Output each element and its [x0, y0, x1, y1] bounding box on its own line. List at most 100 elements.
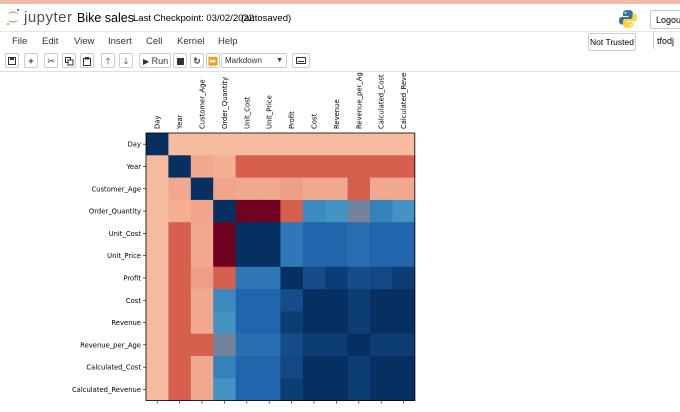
- trust-status-button[interactable]: Not Trusted: [588, 33, 636, 51]
- x-tick-label: Order_Quantity: [221, 77, 229, 129]
- heatmap-cell: [280, 289, 304, 312]
- cut-button[interactable]: ✂: [44, 53, 58, 68]
- heatmap-cell: [392, 333, 416, 357]
- heatmap-cell: [302, 155, 326, 178]
- cell-type-value: Markdown: [225, 56, 262, 65]
- move-up-button[interactable]: 🡑: [101, 53, 115, 68]
- notebook-toolbar: + ✂ 🡑 🡓 ▶ Run ↻ ⏩ Markdown ▼: [0, 51, 680, 72]
- heatmap-cell: [302, 333, 326, 357]
- heatmap-cell: [168, 199, 192, 223]
- arrow-up-icon: 🡑: [105, 56, 111, 66]
- heatmap-cell: [190, 244, 214, 268]
- heatmap-cell: [370, 222, 393, 245]
- y-tick-label: Revenue: [111, 319, 141, 327]
- x-tick-label: Revenue: [333, 99, 341, 129]
- menu-insert[interactable]: Insert: [108, 36, 132, 47]
- move-down-button[interactable]: 🡓: [119, 53, 133, 68]
- heatmap-cell: [146, 155, 169, 178]
- heatmap-cell: [190, 378, 214, 401]
- heatmap-cell: [168, 244, 192, 268]
- heatmap-cell: [302, 244, 326, 268]
- heatmap-cell: [168, 155, 192, 178]
- heatmap-cell: [190, 133, 214, 156]
- heatmap-cell: [258, 133, 281, 156]
- x-tick-label: Calculated_Cost: [378, 74, 386, 129]
- x-tick-label: Calculated_Revenue: [400, 72, 408, 129]
- menu-file[interactable]: File: [12, 36, 28, 47]
- paste-button[interactable]: [80, 53, 94, 68]
- heatmap-cell: [168, 289, 192, 312]
- heatmap-cell: [235, 333, 259, 357]
- heatmap-cell: [235, 133, 259, 156]
- heatmap-cell: [213, 289, 236, 312]
- y-tick-label: Unit_Price: [107, 252, 141, 260]
- interrupt-button[interactable]: [173, 53, 187, 68]
- copy-icon: [64, 57, 73, 66]
- heatmap-cell: [325, 155, 348, 178]
- heatmap-cell: [370, 244, 393, 268]
- jupyter-logo[interactable]: jupyter: [6, 8, 73, 26]
- menu-bar: File Edit View Insert Cell Kernel Help N…: [0, 31, 680, 53]
- heatmap-cell: [392, 356, 416, 379]
- y-tick-label: Cost: [126, 297, 141, 305]
- heatmap-cell: [280, 311, 304, 335]
- heatmap-cell: [190, 333, 214, 357]
- notebook-title[interactable]: Bike sales: [77, 11, 134, 25]
- heatmap-cell: [235, 155, 259, 178]
- x-tick-label: Year: [176, 114, 184, 130]
- heatmap-cell: [235, 222, 259, 245]
- python-logo-icon: [619, 10, 637, 28]
- copy-button[interactable]: [62, 53, 76, 68]
- heatmap-cell: [235, 311, 259, 335]
- heatmap-cell: [370, 289, 393, 312]
- heatmap-cell: [190, 356, 214, 379]
- restart-button[interactable]: ↻: [190, 53, 204, 68]
- heatmap-cell: [370, 333, 393, 357]
- heatmap-cell: [280, 177, 304, 201]
- heatmap-cell: [347, 356, 371, 379]
- heatmap-cell: [258, 266, 281, 290]
- heatmap-cell: [190, 155, 214, 178]
- x-tick-label: Day: [154, 116, 162, 129]
- heatmap-cell: [168, 311, 192, 335]
- heatmap-cell: [302, 289, 326, 312]
- chevron-down-icon: ▼: [276, 57, 283, 64]
- y-tick-label: Year: [126, 163, 142, 171]
- cell-output-area: Day Year Customer_Age Order_Quantity Unit_Co…: [0, 60, 680, 407]
- heatmap-cell: [146, 289, 169, 312]
- heatmap-cell: [168, 266, 192, 290]
- heatmap-cell: [280, 266, 304, 290]
- heatmap-cell: [302, 133, 326, 156]
- logout-button[interactable]: Logout: [650, 10, 680, 29]
- heatmap-cell: [370, 378, 393, 401]
- heatmap-cell: [213, 177, 236, 201]
- heatmap-cell: [392, 177, 416, 201]
- cell-type-select[interactable]: Markdown ▼: [221, 53, 287, 68]
- menu-cell[interactable]: Cell: [146, 36, 163, 47]
- menu-view[interactable]: View: [74, 36, 95, 47]
- menu-edit[interactable]: Edit: [42, 36, 59, 47]
- heatmap-cell: [370, 177, 393, 201]
- jupyter-logo-text: jupyter: [24, 8, 73, 26]
- heatmap-cell: [370, 356, 393, 379]
- heatmap-cell: [347, 155, 371, 178]
- heatmap-cell: [302, 199, 326, 223]
- heatmap-cell: [190, 222, 214, 245]
- menu-kernel[interactable]: Kernel: [177, 36, 205, 47]
- save-button[interactable]: [5, 53, 19, 68]
- heatmap-cell: [325, 333, 348, 357]
- play-icon: ▶: [143, 57, 150, 66]
- command-palette-button[interactable]: [292, 53, 310, 68]
- restart-run-all-button[interactable]: ⏩: [206, 53, 220, 68]
- insert-cell-button[interactable]: +: [24, 53, 38, 68]
- kernel-name-indicator[interactable]: tfodj: [653, 33, 674, 49]
- keyboard-icon: [296, 57, 306, 64]
- stop-icon: [176, 58, 184, 65]
- menu-help[interactable]: Help: [218, 36, 238, 47]
- x-tick-label: Unit_Cost: [243, 96, 251, 129]
- heatmap-cell: [325, 199, 348, 223]
- run-button[interactable]: ▶ Run: [139, 53, 171, 68]
- y-tick-label: Calculated_Cost: [86, 364, 141, 372]
- heatmap-cell: [168, 177, 192, 201]
- y-tick-label: Calculated_Revenue: [72, 386, 141, 394]
